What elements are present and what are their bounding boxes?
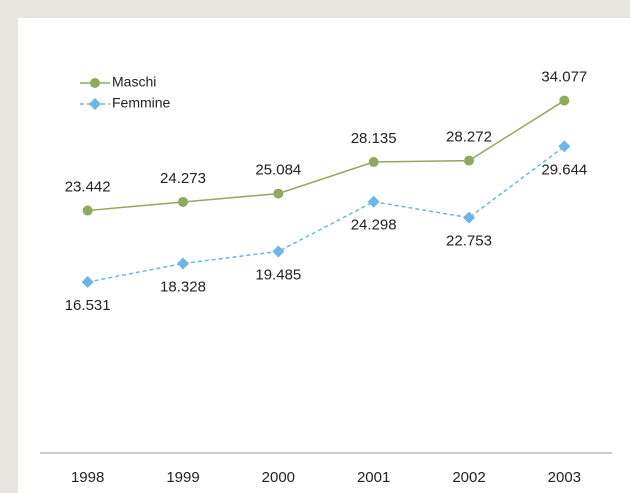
data-label: 34.077 xyxy=(541,69,587,86)
data-label: 22.753 xyxy=(446,233,492,250)
marker xyxy=(178,196,188,207)
data-label: 18.328 xyxy=(160,278,206,295)
marker xyxy=(82,205,93,216)
data-label: 28.272 xyxy=(446,129,492,146)
legend-label: Femmine xyxy=(112,95,171,111)
x-tick-label: 1999 xyxy=(166,469,199,486)
marker xyxy=(367,195,380,208)
left-border xyxy=(0,0,18,493)
top-border xyxy=(0,0,630,18)
data-label: 24.298 xyxy=(351,217,397,234)
legend-marker xyxy=(90,78,100,88)
legend-marker xyxy=(89,98,101,110)
marker xyxy=(559,95,570,106)
data-label: 23.442 xyxy=(65,179,111,196)
data-label: 28.135 xyxy=(351,130,397,147)
marker xyxy=(273,188,284,199)
series-line xyxy=(87,145,565,283)
x-tick-label: 2002 xyxy=(452,469,485,486)
marker xyxy=(558,140,571,153)
marker xyxy=(272,245,285,258)
x-tick-label: 2003 xyxy=(548,469,581,486)
x-tick-label: 2001 xyxy=(357,469,390,486)
marker xyxy=(463,211,475,224)
data-label: 29.644 xyxy=(541,161,587,178)
series-line xyxy=(87,99,565,212)
x-tick-label: 1998 xyxy=(71,469,104,486)
legend-label: Maschi xyxy=(112,74,156,90)
x-tick-label: 2000 xyxy=(262,469,295,486)
data-label: 25.084 xyxy=(255,162,301,179)
marker xyxy=(81,276,94,289)
marker xyxy=(368,157,379,168)
data-label: 16.531 xyxy=(65,297,111,314)
data-label: 24.273 xyxy=(160,170,206,187)
data-label: 19.485 xyxy=(255,266,301,283)
marker xyxy=(177,257,189,270)
marker xyxy=(464,155,474,166)
